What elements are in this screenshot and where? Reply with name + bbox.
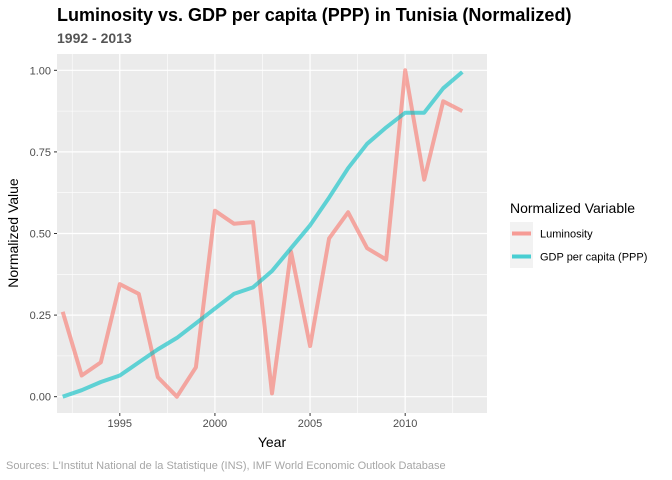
x-axis-ticks: 1995 2000 2005 2010: [108, 413, 417, 430]
y-tick-label: 0.00: [30, 392, 51, 404]
legend-label-luminosity: Luminosity: [540, 229, 593, 241]
series-line-luminosity: [60, 68, 464, 399]
major-gridlines: [57, 54, 487, 413]
legend-label-gdp-per-capita-ppp: GDP per capita (PPP): [540, 252, 647, 264]
y-axis-ticks: 0.00 0.25 0.50 0.75 1.00: [30, 65, 57, 404]
x-axis-title: Year: [258, 434, 287, 450]
legend-title: Normalized Variable: [510, 200, 635, 216]
caption: Sources: L'Institut National de la Stati…: [6, 460, 446, 472]
y-tick-label: 0.25: [30, 310, 51, 322]
series-line-gdp-per-capita-ppp: [62, 70, 464, 399]
series-lines: [60, 68, 464, 399]
y-tick-label: 1.00: [30, 65, 51, 77]
y-tick-label: 0.50: [30, 229, 51, 241]
x-tick-label: 2005: [298, 418, 322, 430]
y-tick-label: 0.75: [30, 147, 51, 159]
chart-subtitle: 1992 - 2013: [57, 30, 132, 46]
x-tick-label: 1995: [108, 418, 132, 430]
legend-items: Luminosity GDP per capita (PPP): [510, 222, 647, 268]
x-tick-label: 2010: [393, 418, 417, 430]
chart-title: Luminosity vs. GDP per capita (PPP) in T…: [57, 5, 571, 25]
y-axis-title: Normalized Value: [5, 178, 21, 288]
legend: Normalized Variable Luminosity GDP per ca…: [510, 200, 647, 268]
x-tick-label: 2000: [203, 418, 227, 430]
